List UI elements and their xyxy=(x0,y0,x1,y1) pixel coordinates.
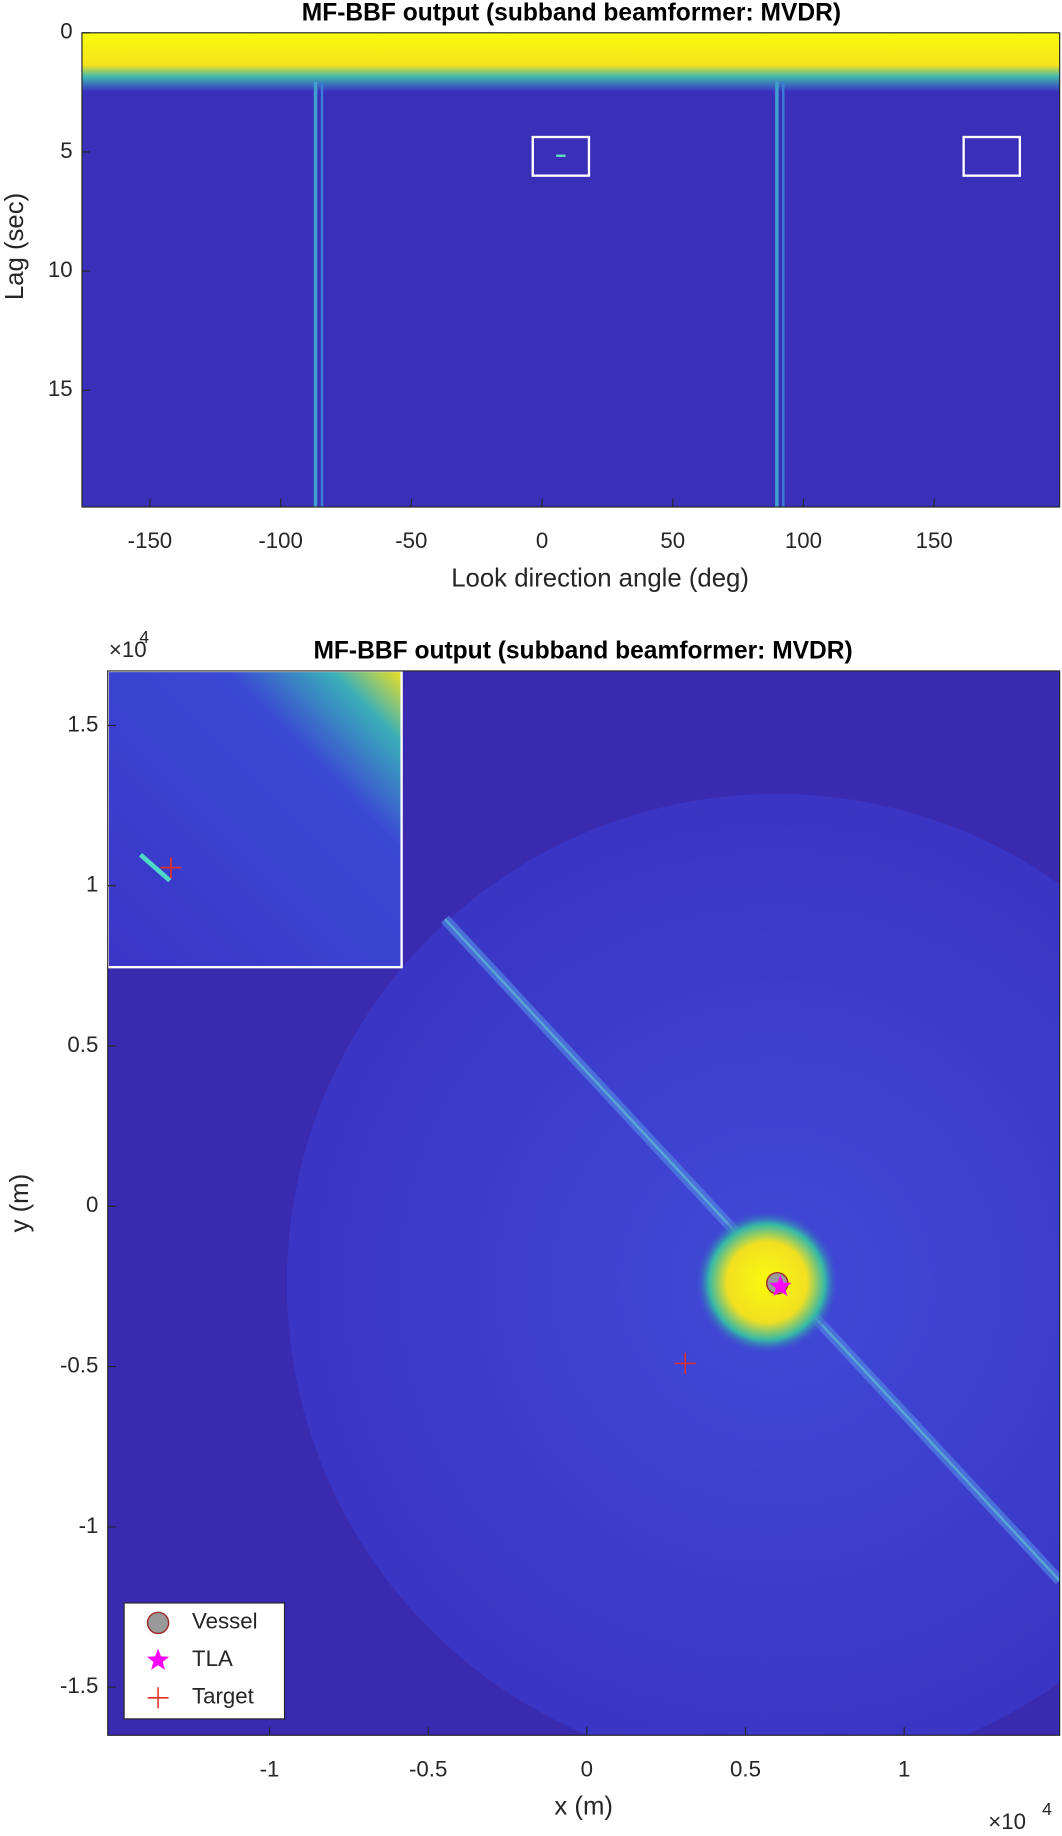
x-tick-label: 50 xyxy=(660,528,685,553)
x-tick-label: 0 xyxy=(536,528,548,553)
x-tick-label: -100 xyxy=(258,528,303,553)
heatmap-image xyxy=(81,32,1060,508)
y-tick-label: 0 xyxy=(86,1192,98,1217)
x-tick-label: -150 xyxy=(128,528,173,553)
plot-frame xyxy=(81,32,1061,508)
x-tick-label: 150 xyxy=(916,528,953,553)
x-axis-label: x (m) xyxy=(554,1793,613,1821)
x-axis-label: Look direction angle (deg) xyxy=(451,564,749,592)
x-tick-label: -0.5 xyxy=(409,1756,447,1781)
legend-label: Vessel xyxy=(192,1609,258,1634)
y-tick-label: 0.5 xyxy=(67,1032,98,1057)
x-multiplier-exponent: 4 xyxy=(1042,1799,1052,1819)
chart-title: MF-BBF output (subband beamformer: MVDR) xyxy=(313,638,852,665)
legend-marker xyxy=(146,1611,170,1635)
legend-label: Target xyxy=(192,1684,255,1709)
plot-frame xyxy=(107,670,1061,1736)
y-tick-label: 1.5 xyxy=(67,711,98,736)
legend-marker xyxy=(147,1687,169,1709)
target-marker xyxy=(674,1352,696,1374)
y-tick-label: 5 xyxy=(60,138,72,163)
x-multiplier: ×10 xyxy=(988,1809,1026,1834)
y-tick-label: 15 xyxy=(48,376,73,401)
chart-title: MF-BBF output (subband beamformer: MVDR) xyxy=(302,0,841,27)
y-tick-label: 0 xyxy=(60,19,72,44)
legend-label: TLA xyxy=(192,1646,233,1671)
x-tick-label: 1 xyxy=(898,1756,910,1781)
y-axis-label: Lag (sec) xyxy=(1,193,29,300)
legend-marker xyxy=(146,1648,170,1670)
y-tick-label: 1 xyxy=(86,872,98,897)
heatmap-image xyxy=(107,670,1060,1736)
y-multiplier-exponent: 4 xyxy=(139,627,149,647)
x-tick-label: -50 xyxy=(395,528,427,553)
x-tick-label: -1 xyxy=(260,1756,280,1781)
y-tick-label: -0.5 xyxy=(60,1352,98,1377)
x-tick-label: 100 xyxy=(785,528,822,553)
y-tick-label: -1 xyxy=(79,1513,99,1538)
x-tick-label: 0.5 xyxy=(730,1756,761,1781)
y-axis-label: y (m) xyxy=(6,1174,34,1233)
y-tick-label: -1.5 xyxy=(60,1673,98,1698)
x-tick-label: 0 xyxy=(581,1756,593,1781)
y-tick-label: 10 xyxy=(48,257,73,282)
y-multiplier: ×10 xyxy=(109,637,147,662)
tla-marker xyxy=(769,1274,792,1296)
